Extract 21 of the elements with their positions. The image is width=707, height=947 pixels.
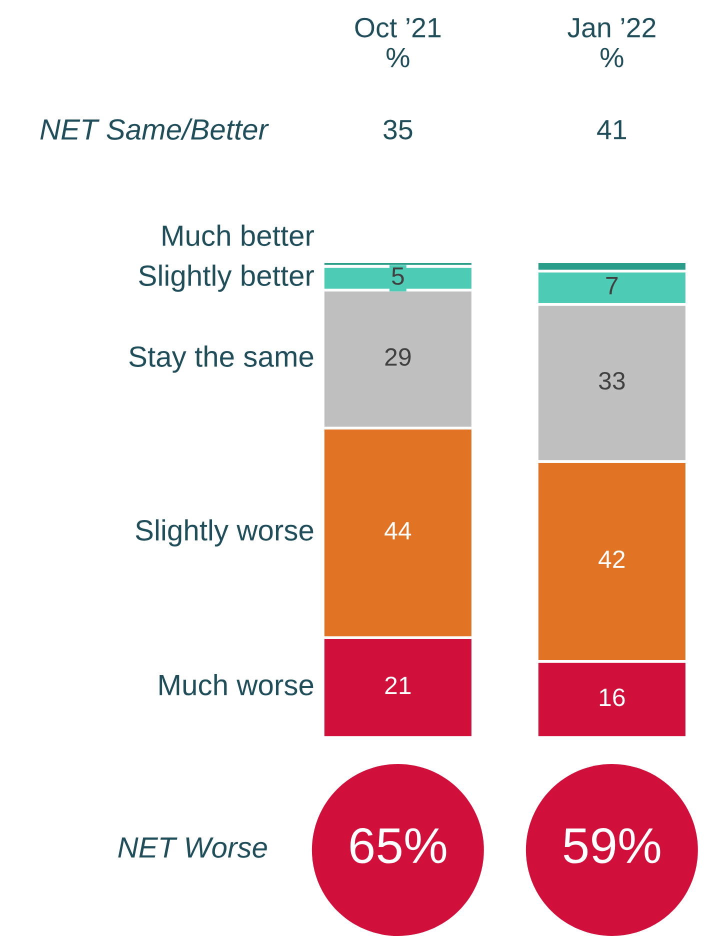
- text: 35: [384, 120, 412, 140]
- series-label: Much better: [162, 224, 314, 246]
- data-label: 21: [385, 676, 411, 694]
- text: 41: [597, 120, 626, 140]
- series-label: Much worse: [160, 674, 314, 696]
- series-label: Stay the same: [129, 346, 314, 373]
- x-tick-label: Jan ’22 %: [568, 18, 656, 68]
- data-label: 7: [606, 277, 618, 294]
- series-label: Slightly better: [139, 264, 314, 292]
- data-label: 29: [385, 348, 411, 366]
- text: 59%: [564, 828, 660, 864]
- text: 65%: [350, 828, 446, 864]
- series-label: Slightly worse: [136, 519, 314, 546]
- x-tick-label: Oct ’21 %: [355, 18, 441, 68]
- text: NET Same/Better: [40, 118, 269, 140]
- data-label: 42: [598, 550, 625, 568]
- data-label: 33: [598, 372, 625, 390]
- data-label: 16: [600, 688, 625, 706]
- data-label: 44: [384, 522, 412, 540]
- text: NET Worse: [118, 837, 267, 858]
- data-label: 5: [392, 267, 404, 285]
